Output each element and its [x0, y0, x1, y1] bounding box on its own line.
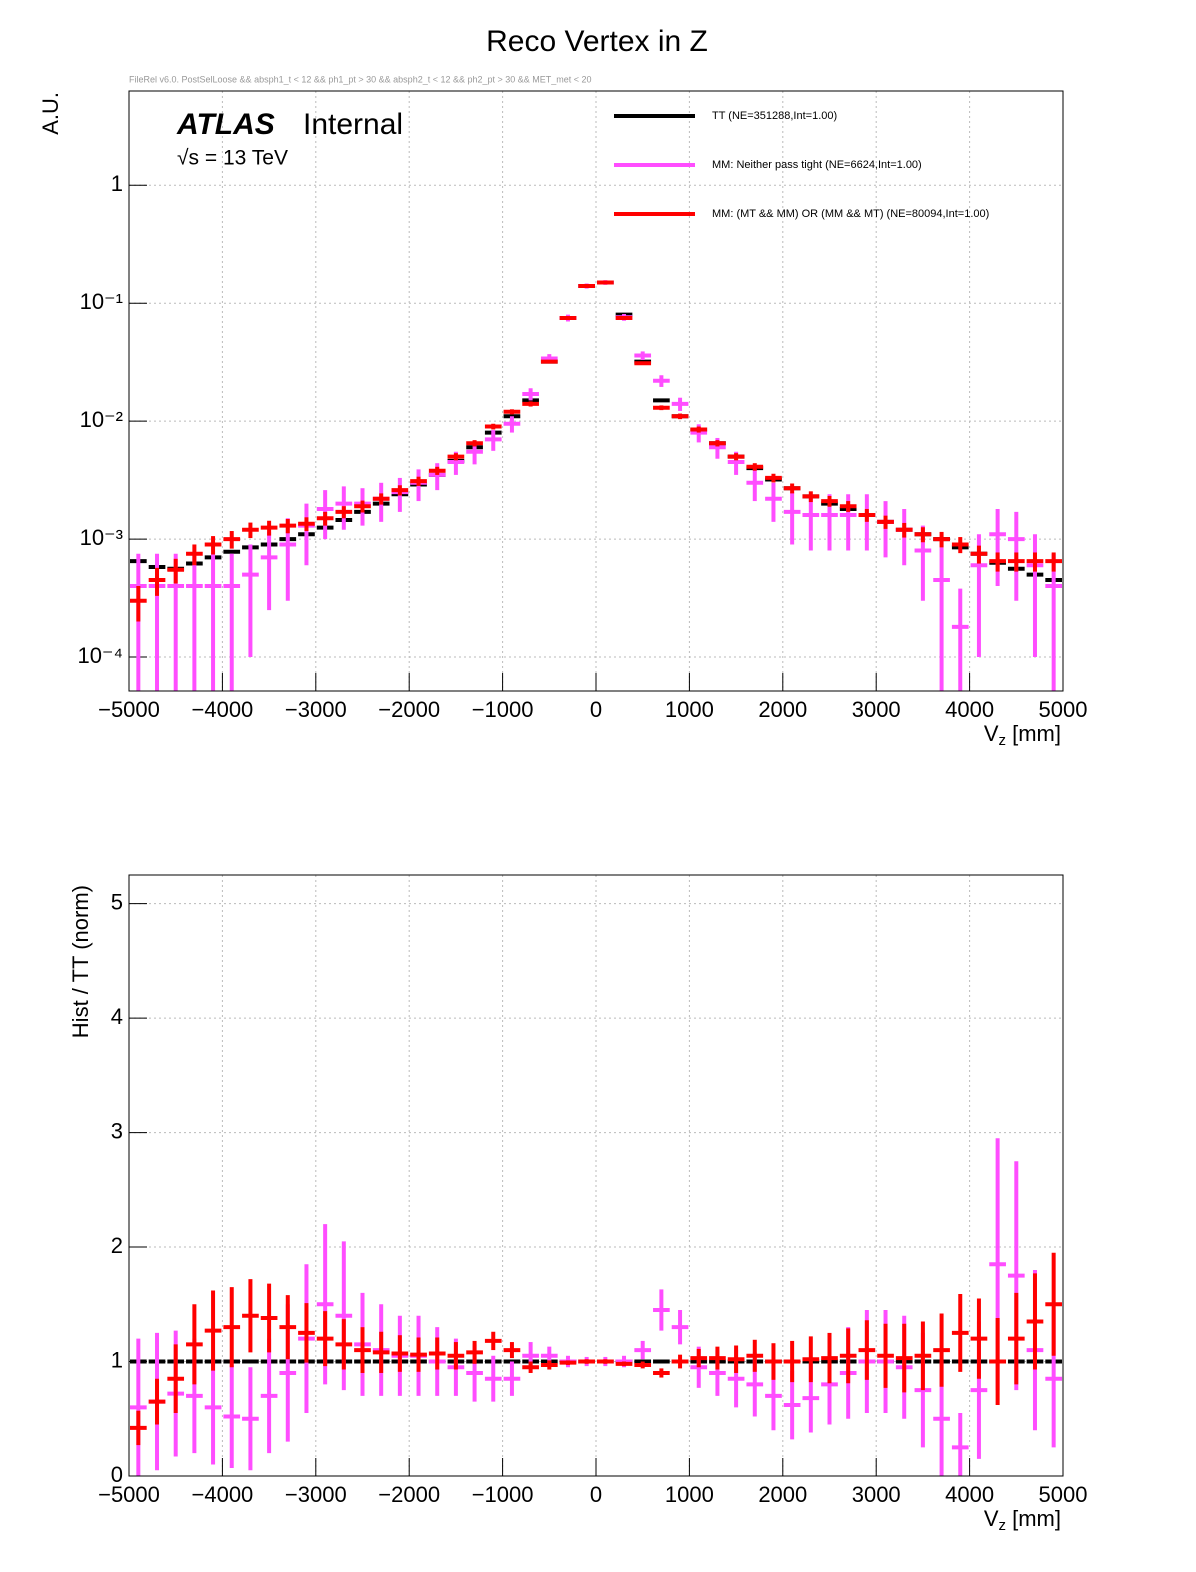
- x-tick-label: −5000: [98, 1482, 160, 1507]
- y-tick-label: 10⁻²: [80, 407, 123, 432]
- x-axis-label-main: V: [984, 721, 999, 746]
- y-tick-label: 4: [111, 1004, 123, 1029]
- x-tick-label: −1000: [472, 697, 534, 722]
- x-tick-label: −1000: [472, 1482, 534, 1507]
- x-tick-label: 0: [590, 697, 602, 722]
- y-tick-label: 10⁻⁴: [77, 643, 123, 668]
- y-tick-label: 1: [111, 1347, 123, 1372]
- x-tick-label: −2000: [378, 697, 440, 722]
- y-tick-label: 5: [111, 889, 123, 914]
- series-layer: [130, 280, 1062, 691]
- y-tick-label: 10⁻³: [80, 525, 123, 550]
- x-tick-label: 1000: [665, 1482, 714, 1507]
- x-axis-label-unit: [mm]: [1006, 1506, 1061, 1531]
- y-tick-label: 2: [111, 1233, 123, 1258]
- y-tick-label: 3: [111, 1118, 123, 1143]
- status-label: Internal: [303, 108, 403, 141]
- legend-label: TT (NE=351288,Int=1.00): [712, 110, 837, 122]
- x-tick-label: 5000: [1039, 697, 1088, 722]
- x-axis-label-sub: z: [999, 732, 1007, 749]
- plot-panel: −5000 −4000 −3000 −2000 −1000 0 1000 2000 3000 40…: [77, 90, 1088, 749]
- legend-label: MM: (MT && MM) OR (MM && MT) (NE=80094,I…: [712, 208, 989, 220]
- y-tick-label: 1: [111, 171, 123, 196]
- x-tick-label: −4000: [192, 1482, 254, 1507]
- x-tick-label: −3000: [285, 1482, 347, 1507]
- x-tick-label: −3000: [285, 697, 347, 722]
- cut-string: FileRel v6.0. PostSelLoose && absph1_t <…: [129, 74, 592, 84]
- x-tick-label: −4000: [192, 697, 254, 722]
- plot-frame: [128, 874, 1064, 1477]
- energy-label: √s = 13 TeV: [177, 147, 288, 170]
- y-axis-label: Hist / TT (norm): [68, 885, 93, 1038]
- x-tick-label: 1000: [665, 697, 714, 722]
- x-tick-label: 5000: [1039, 1482, 1088, 1507]
- x-tick-label: −5000: [98, 697, 160, 722]
- series-layer: [130, 1138, 1062, 1476]
- x-tick-label: 2000: [758, 1482, 807, 1507]
- y-tick-label: 10⁻¹: [80, 289, 123, 314]
- x-tick-label: 4000: [945, 1482, 994, 1507]
- x-axis-label: Vz [mm]: [984, 721, 1061, 749]
- y-tick-label: 0: [111, 1462, 123, 1487]
- y-axis-label: A.U.: [38, 92, 63, 135]
- x-axis-label: Vz [mm]: [984, 1506, 1061, 1534]
- chart-title: Reco Vertex in Z: [486, 25, 708, 58]
- x-tick-label: 3000: [852, 697, 901, 722]
- x-tick-label: 4000: [945, 697, 994, 722]
- x-tick-label: 0: [590, 1482, 602, 1507]
- x-axis-label-unit: [mm]: [1006, 721, 1061, 746]
- plot-frame: [128, 90, 1064, 692]
- plot-panel: −5000 −4000 −3000 −2000 −1000 0 1000 2000 3000 40…: [98, 874, 1088, 1534]
- experiment-label: ATLAS: [176, 108, 275, 141]
- x-tick-label: 2000: [758, 697, 807, 722]
- x-axis-label-main: V: [984, 1506, 999, 1531]
- x-axis-label-sub: z: [999, 1517, 1007, 1534]
- x-tick-label: −2000: [378, 1482, 440, 1507]
- legend-label: MM: Neither pass tight (NE=6624,Int=1.00…: [712, 159, 922, 171]
- x-tick-label: 3000: [852, 1482, 901, 1507]
